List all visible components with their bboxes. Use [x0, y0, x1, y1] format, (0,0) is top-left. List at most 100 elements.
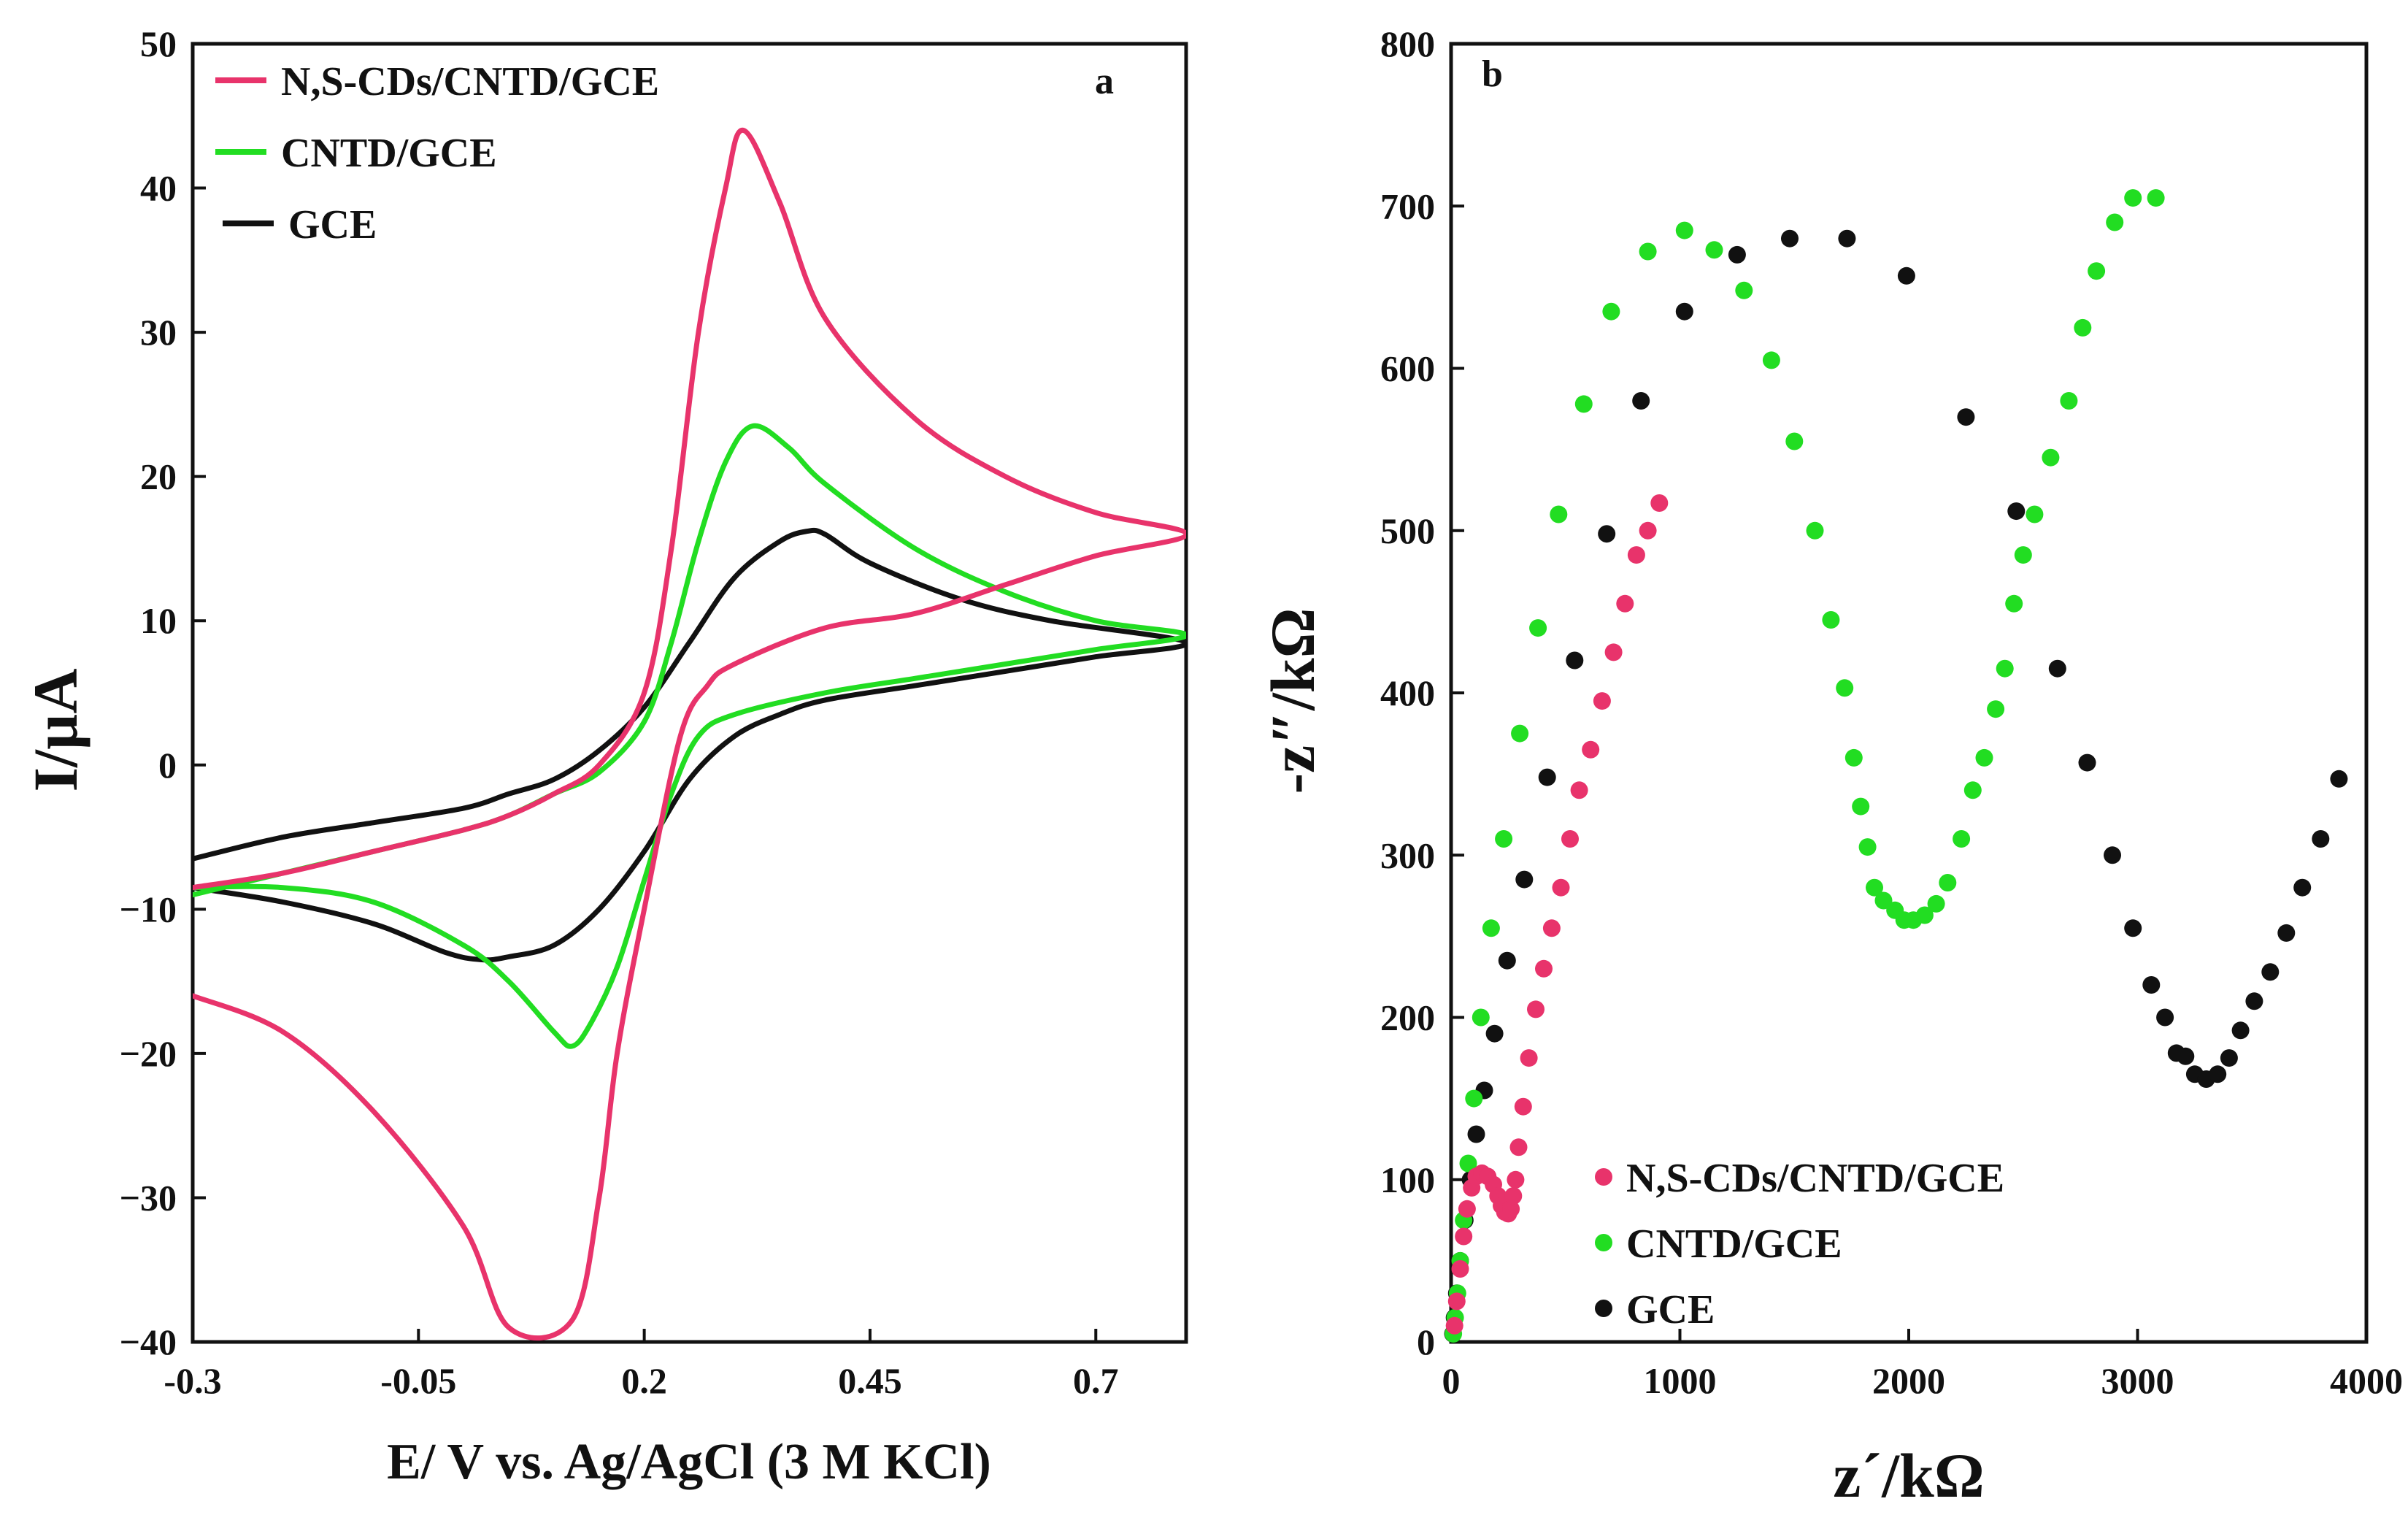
data-point [1975, 748, 1993, 767]
panel-a-y-axis-label: I/µA [20, 668, 91, 791]
data-point [1957, 408, 1975, 426]
legend-marker-1 [1595, 1234, 1612, 1251]
panel-b-x-tick-label: 3000 [2101, 1360, 2174, 1401]
data-point [1996, 659, 2014, 678]
panel-b-series [1444, 189, 2348, 1343]
panel-a-x-tick-label: 0.45 [838, 1360, 902, 1401]
data-point [2312, 830, 2330, 848]
panel-a-y-tick-label: 40 [140, 168, 177, 209]
panel-b-y-tick-label: 400 [1380, 672, 1435, 713]
panel-a-y-tick-label: 50 [140, 23, 177, 64]
data-point [1509, 1138, 1528, 1156]
data-point [1632, 392, 1650, 410]
series-line-cntd-gce [193, 423, 1186, 1049]
panel-a-legend: N,S-CDs/CNTD/GCE CNTD/GCE GCE [215, 59, 659, 248]
data-point [1735, 281, 1753, 299]
data-point [2220, 1049, 2238, 1067]
data-point [1822, 611, 1840, 629]
panel-b-y-tick-label: 500 [1380, 510, 1435, 551]
legend-marker-0 [1595, 1168, 1612, 1186]
panel-a-x-tick-label: 0.2 [621, 1360, 667, 1401]
data-point [2330, 770, 2348, 788]
data-point [1963, 781, 1982, 799]
data-point [2156, 1008, 2174, 1027]
data-point [2104, 846, 2121, 864]
data-point [1762, 351, 1780, 369]
panel-a-x-tick-label: 0.7 [1073, 1360, 1119, 1401]
data-point [1467, 1125, 1485, 1143]
data-point [1639, 242, 1657, 261]
data-point [2124, 189, 2142, 207]
panel-a-y-tick-label: 0 [158, 745, 177, 786]
panel-b-x-tick-label: 2000 [1872, 1360, 1945, 1401]
series-line-gce [193, 527, 1186, 963]
panel-a-x-tick-label: -0.3 [164, 1360, 221, 1401]
data-point [2147, 189, 2165, 207]
data-point [1574, 395, 1593, 413]
data-point [1485, 1024, 1504, 1043]
data-point [1561, 830, 1579, 848]
data-point [2088, 262, 2106, 280]
data-point [2177, 1047, 2195, 1065]
panel-a-y-tick-label: −10 [120, 889, 177, 929]
data-point [1705, 241, 1723, 259]
panel-b-tag: b [1482, 53, 1503, 95]
data-point [1542, 919, 1561, 937]
data-point [1838, 229, 1856, 248]
data-point [1639, 521, 1657, 540]
data-point [2106, 213, 2124, 231]
panel-a-y-tick-label: −30 [120, 1177, 177, 1218]
data-point [1604, 643, 1623, 661]
panel-b-y-tick-label: 200 [1380, 997, 1435, 1038]
data-point [2245, 992, 2263, 1010]
data-point [1458, 1200, 1476, 1218]
data-point [2026, 505, 2044, 523]
panel-b-y-tick-label: 700 [1380, 185, 1435, 226]
data-point [1852, 797, 1870, 816]
data-point [1866, 878, 1883, 897]
data-point [2209, 1065, 2227, 1083]
series-points-cntd-gce [1445, 189, 2165, 1343]
series-line-n-s-cds-cntd-gce [193, 127, 1186, 1341]
data-point [1598, 525, 1616, 543]
data-point [1781, 229, 1799, 248]
panel-b-x-tick-label: 4000 [2330, 1360, 2403, 1401]
panel-a-cv-chart: -0.3 -0.05 0.2 0.45 0.7 −40 −30 −20 −10 0 10 20 30 40… [20, 23, 1188, 1490]
data-point [1514, 1097, 1532, 1116]
panel-b-y-tick-label: 100 [1380, 1159, 1435, 1200]
legend-label-2: GCE [1626, 1287, 1715, 1332]
data-point [1806, 521, 1824, 540]
panel-a-series [193, 127, 1186, 1341]
legend-label-0: N,S-CDs/CNTD/GCE [281, 59, 659, 104]
data-point [1502, 1200, 1520, 1218]
data-point [1511, 724, 1529, 743]
panel-b-nyquist-chart: 0 1000 2000 3000 4000 0 100 200 300 400 500 600 700 8… [1258, 23, 2403, 1511]
data-point [1874, 891, 1893, 910]
data-point [2078, 753, 2096, 772]
data-point [2014, 546, 2032, 564]
data-point [1445, 1316, 1463, 1335]
data-point [1650, 494, 1669, 512]
data-point [1520, 1049, 1538, 1067]
legend-label-1: CNTD/GCE [281, 131, 497, 176]
data-point [1927, 894, 1945, 913]
panel-b-legend: N,S-CDs/CNTD/GCE CNTD/GCE GCE [1595, 1156, 2004, 1332]
panel-b-x-axis-label: z´/kΩ [1833, 1440, 1984, 1511]
series-points-n-s-cds-cntd-gce [1445, 494, 1669, 1335]
data-point [2142, 976, 2161, 994]
data-point [1472, 1008, 1490, 1027]
data-point [1836, 679, 1854, 697]
data-point [2231, 1021, 2250, 1040]
data-point [1953, 830, 1971, 848]
data-point [1915, 906, 1934, 924]
data-point [1582, 740, 1600, 759]
panel-b-y-tick-label: 300 [1380, 835, 1435, 875]
panel-a-plot-area [191, 42, 1188, 1344]
data-point [2042, 448, 2060, 467]
data-point [1507, 1170, 1525, 1189]
data-point [2124, 919, 2142, 937]
data-point [2060, 392, 2078, 410]
legend-label-1: CNTD/GCE [1626, 1221, 1842, 1267]
data-point [1455, 1227, 1473, 1246]
